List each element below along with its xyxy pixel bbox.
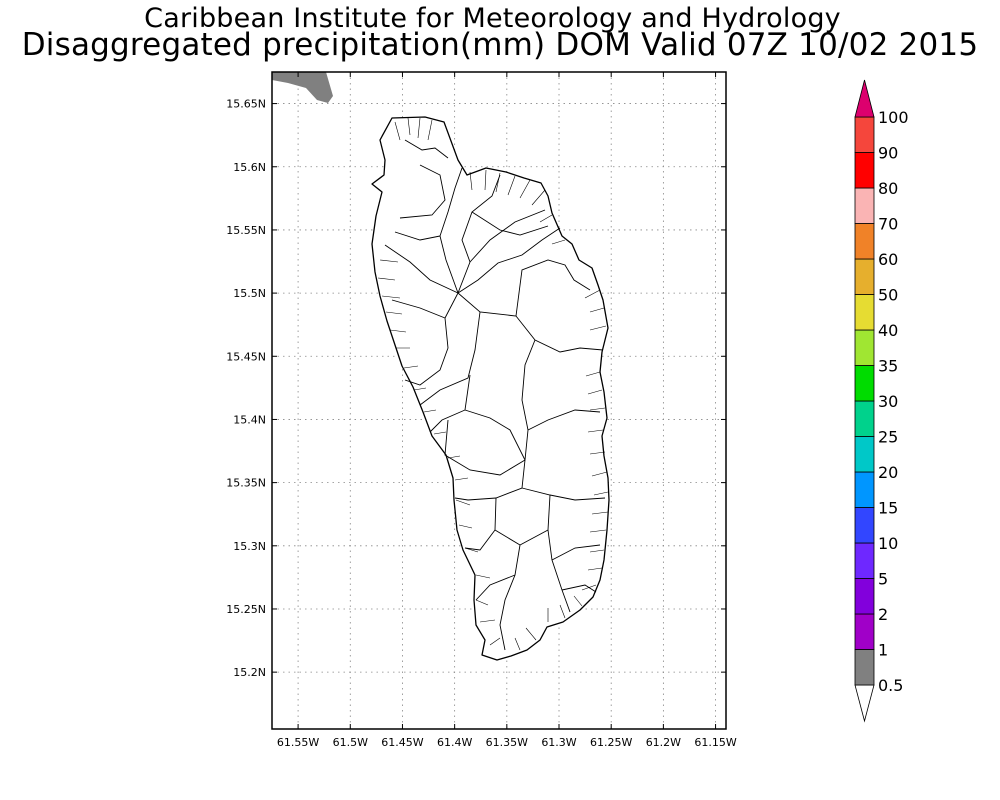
lat-tick-label: 15.55N [226, 224, 266, 237]
legend-label: 5 [878, 570, 888, 589]
legend-below-arrow [854, 684, 875, 723]
lon-tick-label: 61.55W [277, 736, 319, 749]
legend-swatch [854, 507, 875, 544]
lat-tick-label: 15.45N [226, 350, 266, 363]
chart-subtitle: Disaggregated precipitation(mm) DOM Vali… [21, 27, 979, 63]
lat-tick-label: 15.25N [226, 603, 266, 616]
legend-swatch [854, 471, 875, 508]
lat-tick-label: 15.2N [233, 666, 266, 679]
legend-swatch [854, 400, 875, 437]
legend-label: 25 [878, 428, 898, 447]
lat-tick-label: 15.6N [233, 161, 266, 174]
island-outline [371, 116, 610, 661]
watershed-boundaries [384, 139, 606, 651]
lon-tick-label: 61.5W [333, 736, 368, 749]
legend-swatch [854, 152, 875, 189]
legend-label: 30 [878, 392, 898, 411]
legend-label: 0.5 [878, 676, 903, 695]
legend-swatch [854, 187, 875, 224]
legend-label: 2 [878, 605, 888, 624]
precip-patch [272, 72, 333, 103]
legend-swatch [854, 223, 875, 260]
lon-tick-label: 61.3W [541, 736, 576, 749]
legend-label: 90 [878, 144, 898, 163]
legend-swatch [854, 649, 875, 686]
legend-label: 50 [878, 286, 898, 305]
legend-label: 100 [878, 108, 909, 127]
chart-title: Caribbean Institute for Meteorology and … [144, 3, 841, 34]
legend-label: 70 [878, 215, 898, 234]
legend-above-arrow [854, 79, 875, 118]
legend-label: 60 [878, 250, 898, 269]
lon-tick-label: 61.2W [646, 736, 681, 749]
lat-tick-label: 15.65N [226, 98, 266, 111]
lon-tick-label: 61.4W [437, 736, 472, 749]
legend-swatch [854, 436, 875, 473]
lat-tick-label: 15.35N [226, 477, 266, 490]
lat-tick-label: 15.5N [233, 287, 266, 300]
lat-tick-label: 15.4N [233, 413, 266, 426]
legend-label: 20 [878, 463, 898, 482]
legend-swatch [854, 329, 875, 366]
map-frame [271, 71, 727, 730]
legend-swatch [854, 578, 875, 615]
lon-tick-label: 61.15W [694, 736, 736, 749]
legend-label: 35 [878, 357, 898, 376]
lon-tick-label: 61.35W [486, 736, 528, 749]
lon-tick-label: 61.25W [590, 736, 632, 749]
lon-tick-label: 61.45W [381, 736, 423, 749]
legend-swatch [854, 542, 875, 579]
coastal-streams [377, 117, 609, 651]
legend-label: 10 [878, 534, 898, 553]
legend-label: 80 [878, 179, 898, 198]
map-axes: 61.55W 61.5W 61.45W 61.4W 61.35W 61.3W 61.25W 6… [226, 72, 737, 749]
legend-swatch [854, 365, 875, 402]
legend-swatch [854, 294, 875, 331]
legend-swatch [854, 613, 875, 650]
lat-tick-label: 15.3N [233, 540, 266, 553]
legend-label: 15 [878, 499, 898, 518]
legend-swatch [854, 258, 875, 295]
legend-label: 1 [878, 641, 888, 660]
legend-swatch [854, 116, 875, 153]
legend-label: 40 [878, 321, 898, 340]
